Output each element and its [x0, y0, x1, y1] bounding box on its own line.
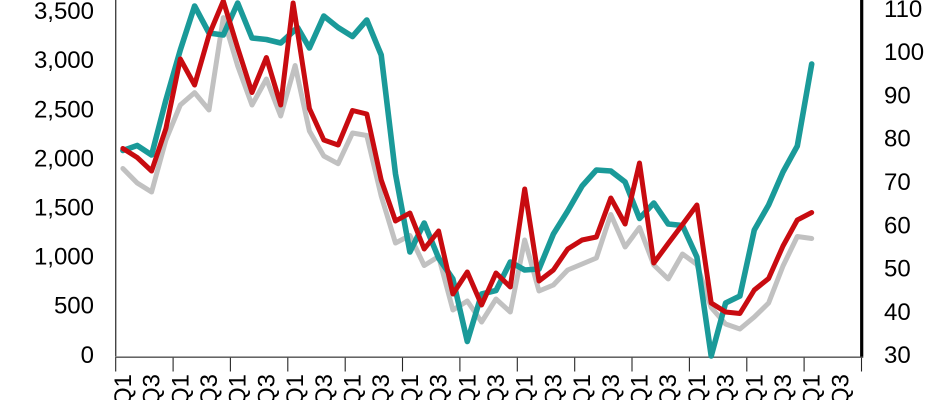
svg-text:Q1: Q1	[627, 374, 654, 400]
svg-text:Q1: Q1	[454, 374, 481, 400]
svg-text:3,000: 3,000	[34, 47, 94, 74]
svg-text:90: 90	[884, 82, 911, 109]
svg-text:Q3: Q3	[483, 374, 510, 400]
svg-text:Q1: Q1	[167, 374, 194, 400]
svg-text:110: 110	[884, 0, 922, 23]
svg-text:Q3: Q3	[770, 374, 797, 400]
svg-text:50: 50	[884, 256, 911, 283]
svg-text:2,000: 2,000	[34, 145, 94, 172]
svg-text:Q3: Q3	[311, 374, 338, 400]
svg-text:Q3: Q3	[139, 374, 166, 400]
svg-text:Q1: Q1	[225, 374, 252, 400]
svg-text:1,500: 1,500	[34, 195, 94, 222]
svg-text:70: 70	[884, 169, 911, 196]
svg-text:Q1: Q1	[282, 374, 309, 400]
svg-text:Q3: Q3	[598, 374, 625, 400]
svg-text:Q1: Q1	[799, 374, 826, 400]
svg-text:Q3: Q3	[196, 374, 223, 400]
svg-text:Q3: Q3	[426, 374, 453, 400]
svg-text:2,500: 2,500	[34, 96, 94, 123]
svg-text:Q1: Q1	[110, 374, 137, 400]
svg-text:30: 30	[884, 342, 911, 369]
svg-text:1,000: 1,000	[34, 244, 94, 271]
svg-text:40: 40	[884, 299, 911, 326]
svg-text:60: 60	[884, 212, 911, 239]
svg-text:Q1: Q1	[340, 374, 367, 400]
svg-text:Q3: Q3	[540, 374, 567, 400]
svg-text:Q3: Q3	[655, 374, 682, 400]
svg-text:3,500: 3,500	[34, 0, 94, 25]
svg-text:Q3: Q3	[827, 374, 854, 400]
svg-text:80: 80	[884, 126, 911, 153]
svg-text:500: 500	[54, 293, 94, 320]
svg-text:Q3: Q3	[713, 374, 740, 400]
svg-text:Q1: Q1	[397, 374, 424, 400]
svg-text:Q1: Q1	[684, 374, 711, 400]
svg-text:Q3: Q3	[253, 374, 280, 400]
svg-text:Q3: Q3	[368, 374, 395, 400]
svg-text:100: 100	[884, 39, 924, 66]
svg-text:Q1: Q1	[569, 374, 596, 400]
svg-text:Q1: Q1	[741, 374, 768, 400]
svg-text:0: 0	[81, 342, 94, 369]
svg-text:Q1: Q1	[512, 374, 539, 400]
